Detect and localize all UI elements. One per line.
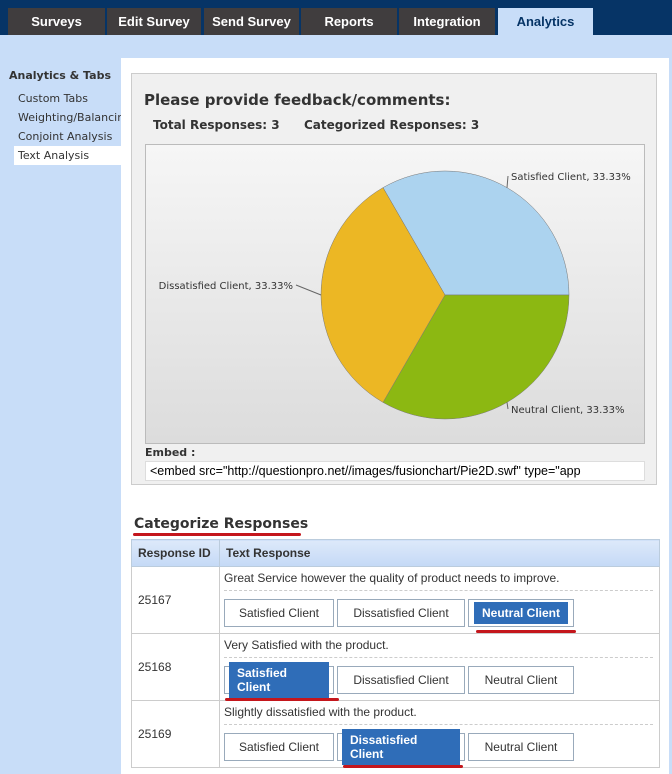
category-button-label: Satisfied Client [229,662,329,698]
category-buttons: Satisfied Client Dissatisfied Client Neutr… [224,662,653,698]
categorized-responses: Categorized Responses: 3 [304,118,480,132]
pie-slice [320,187,446,403]
table-row: 25169 Slightly dissatisfied with the prod… [131,700,660,768]
pie-label: Satisfied Client, 33.33% [511,172,631,183]
sidebar-item-custom-tabs[interactable]: Custom Tabs [18,92,88,105]
category-button-neutral-client[interactable]: Neutral Client [468,733,574,761]
category-button-label: Neutral Client [484,740,558,754]
annotation-underline [343,765,463,768]
response-id: 25168 [131,633,220,701]
pie-slice [382,170,570,296]
tab-integration[interactable]: Integration [399,8,495,35]
table-row: 25168 Very Satisfied with the product. Sat… [131,633,660,701]
response-cell: Great Service however the quality of pro… [219,566,660,634]
category-button-neutral-client[interactable]: Neutral Client [468,599,574,627]
response-cell: Very Satisfied with the product. Satisfie… [219,633,660,701]
category-button-label: Satisfied Client [238,606,320,620]
category-button-satisfied-client[interactable]: Satisfied Client [224,733,334,761]
sidebar-title: Analytics & Tabs [9,69,111,82]
category-button-label: Satisfied Client [238,740,320,754]
top-nav: Surveys Edit Survey Send Survey Reports … [0,0,672,35]
annotation-underline [476,630,576,633]
category-button-label: Dissatisfied Client [342,729,460,765]
pie-label-line [506,402,509,410]
categorize-title: Categorize Responses [134,516,309,532]
pie-label-line [506,175,509,188]
category-button-dissatisfied-client[interactable]: Dissatisfied Client [337,599,465,627]
sidebar-item-weighting[interactable]: Weighting/Balancing [18,111,132,124]
pie-label: Dissatisfied Client, 33.33% [159,281,293,292]
question-title: Please provide feedback/comments: [144,91,451,109]
response-cell: Slightly dissatisfied with the product. S… [219,700,660,768]
category-button-dissatisfied-client[interactable]: Dissatisfied Client [337,729,465,765]
pie-svg: Satisfied Client, 33.33% Neutral Client, … [159,170,631,420]
response-text: Very Satisfied with the product. [224,638,653,658]
tab-surveys[interactable]: Surveys [8,8,105,35]
pie-label-line [295,284,322,296]
tab-reports[interactable]: Reports [301,8,397,35]
category-button-neutral-client[interactable]: Neutral Client [468,666,574,694]
sidebar-item-conjoint[interactable]: Conjoint Analysis [18,130,113,143]
category-button-label: Dissatisfied Client [353,606,449,620]
category-buttons: Satisfied Client Dissatisfied Client Neutr… [224,729,653,765]
pie-chart: Satisfied Client, 33.33% Neutral Client, … [145,144,645,444]
category-button-dissatisfied-client[interactable]: Dissatisfied Client [337,666,465,694]
tab-edit-survey[interactable]: Edit Survey [107,8,201,35]
header-text-response: Text Response [219,539,660,567]
pie-label: Neutral Client, 33.33% [511,405,625,416]
sidebar-item-text-analysis[interactable]: Text Analysis [14,146,121,165]
pie-slice [382,294,570,420]
total-responses: Total Responses: 3 [153,118,280,132]
annotation-underline [225,698,339,701]
tab-send-survey[interactable]: Send Survey [204,8,299,35]
embed-code-field[interactable]: <embed src="http://questionpro.net//imag… [145,461,645,481]
embed-label: Embed : [145,446,196,459]
category-button-label: Neutral Client [473,602,568,624]
category-button-satisfied-client[interactable]: Satisfied Client [224,599,334,627]
category-buttons: Satisfied Client Dissatisfied Client Neutr… [224,599,653,627]
tab-analytics[interactable]: Analytics [498,8,593,35]
response-id: 25169 [131,700,220,768]
response-text: Slightly dissatisfied with the product. [224,705,653,725]
header-response-id: Response ID [131,539,220,567]
category-button-satisfied-client[interactable]: Satisfied Client [224,662,334,698]
response-id: 25167 [131,566,220,634]
responses-table: Response ID Text Response 25167 Great Serv… [131,539,660,768]
annotation-underline [133,533,301,536]
table-row: 25167 Great Service however the quality o… [131,566,660,634]
category-button-label: Neutral Client [484,673,558,687]
response-text: Great Service however the quality of pro… [224,571,653,591]
category-button-label: Dissatisfied Client [353,673,449,687]
